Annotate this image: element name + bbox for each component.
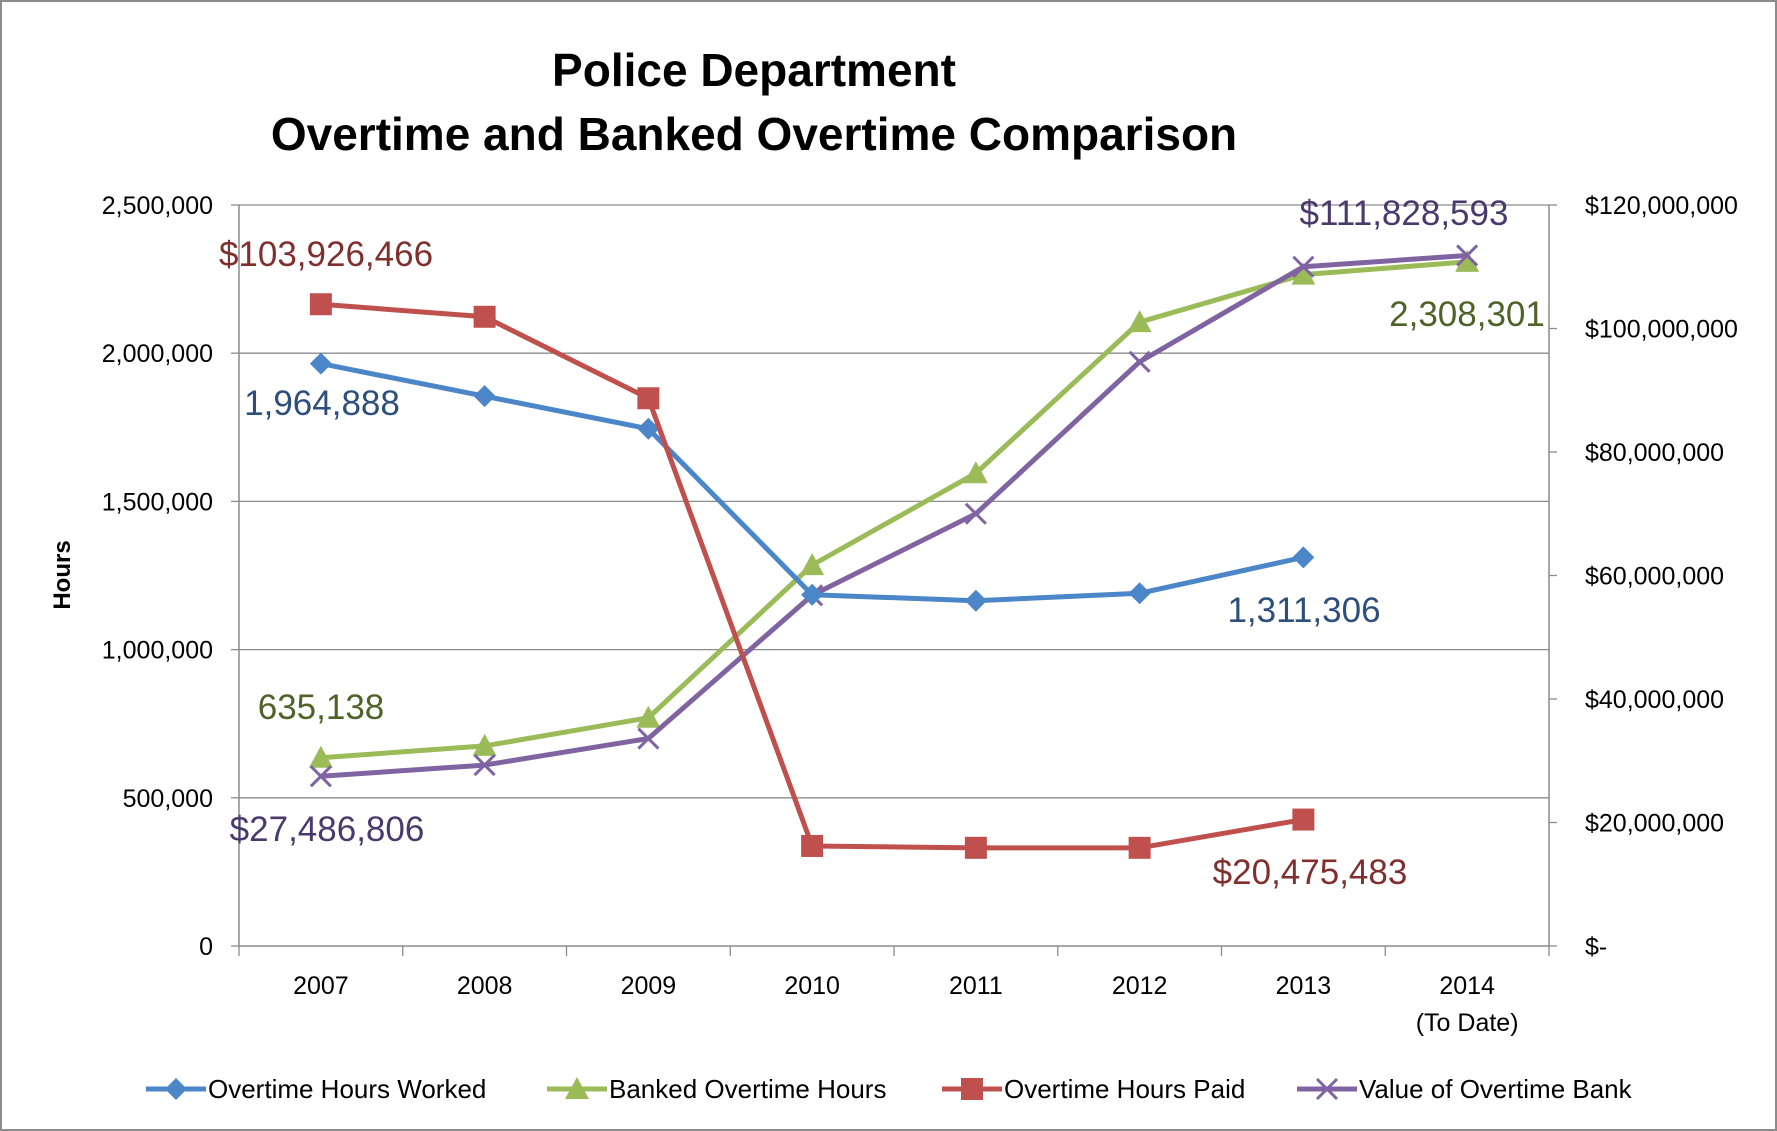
y2-tick-label: $60,000,000 xyxy=(1585,563,1724,591)
data-point-banked-overtime-hours xyxy=(1455,249,1480,272)
data-point-value-of-overtime-bank xyxy=(1456,244,1479,267)
legend-item-banked-overtime-hours: Banked Overtime Hours xyxy=(547,1074,886,1104)
data-label: $111,828,593 xyxy=(1300,194,1509,233)
data-point-banked-overtime-hours xyxy=(800,553,825,576)
data-point-banked-overtime-hours xyxy=(636,705,661,728)
data-label: 1,964,888 xyxy=(244,384,400,423)
data-point-banked-overtime-hours xyxy=(472,733,497,756)
series-line-banked-overtime-hours xyxy=(320,259,1468,761)
legend-label: Banked Overtime Hours xyxy=(609,1074,886,1104)
data-point-banked-overtime-hours xyxy=(308,745,333,768)
y2-tick-label: $20,000,000 xyxy=(1585,810,1724,838)
data-point-overtime-hours-paid xyxy=(309,293,332,316)
axes: 0 500,000 1,000,000 1,500,000 2,000,000 2,500… xyxy=(49,192,1738,1037)
chart-title: Police Department Overtime and Banked Ove… xyxy=(271,44,1237,160)
legend-swatch-marker xyxy=(961,1078,983,1100)
data-point-overtime-hours-paid xyxy=(1292,808,1315,831)
data-point-overtime-hours-worked xyxy=(1128,582,1151,605)
data-point-banked-overtime-hours xyxy=(1291,262,1316,285)
y2-tick-label: $100,000,000 xyxy=(1585,316,1738,344)
y-tick-label: 2,000,000 xyxy=(102,340,213,368)
x-tick-label: 2009 xyxy=(621,972,677,1000)
series-line-value-of-overtime-bank xyxy=(320,252,1468,779)
data-point-overtime-hours-paid xyxy=(637,387,660,410)
data-point-value-of-overtime-bank xyxy=(637,727,660,750)
data-point-overtime-hours-worked xyxy=(1292,546,1315,569)
data-label: $103,926,466 xyxy=(219,235,433,274)
legend-label: Overtime Hours Worked xyxy=(208,1074,486,1104)
data-point-overtime-hours-worked xyxy=(964,589,987,612)
legend-swatch-marker xyxy=(1315,1077,1339,1101)
y-axis-title: Hours xyxy=(49,540,76,609)
x-tick-label: 2010 xyxy=(784,972,840,1000)
data-label: 635,138 xyxy=(258,688,385,727)
data-point-value-of-overtime-bank xyxy=(1128,350,1151,373)
data-point-value-of-overtime-bank xyxy=(473,754,496,777)
data-point-overtime-hours-paid xyxy=(1128,836,1151,859)
data-point-overtime-hours-paid xyxy=(964,836,987,859)
chart-title-line: Overtime and Banked Overtime Comparison xyxy=(271,108,1237,160)
y2-tick-label: $- xyxy=(1585,933,1607,961)
legend-label: Overtime Hours Paid xyxy=(1004,1074,1245,1104)
series-lines xyxy=(308,244,1480,859)
data-point-value-of-overtime-bank xyxy=(964,502,987,525)
y2-tick-label: $80,000,000 xyxy=(1585,439,1724,467)
x-tick-label: 2011 xyxy=(949,972,1003,1000)
data-label: $20,475,483 xyxy=(1213,853,1408,892)
y-tick-label: 500,000 xyxy=(123,785,213,813)
data-point-overtime-hours-worked xyxy=(637,417,660,440)
x-tick-label: 2014 xyxy=(1439,972,1495,1000)
y-tick-label: 1,500,000 xyxy=(102,488,213,516)
y2-tick-label: $120,000,000 xyxy=(1585,192,1738,220)
legend-item-overtime-hours-worked: Overtime Hours Worked xyxy=(146,1074,486,1104)
data-label: 2,308,301 xyxy=(1389,295,1545,334)
data-labels: 1,964,888 1,311,306 635,138 2,308,301 $103,9… xyxy=(219,194,1545,892)
x-tick-label: 2008 xyxy=(457,972,513,1000)
legend-item-overtime-hours-paid: Overtime Hours Paid xyxy=(942,1074,1245,1104)
data-point-overtime-hours-worked xyxy=(309,352,332,375)
data-label: $27,486,806 xyxy=(230,810,425,849)
legend-label: Value of Overtime Bank xyxy=(1359,1074,1633,1104)
y-tick-label: 1,000,000 xyxy=(102,637,213,665)
data-point-banked-overtime-hours xyxy=(963,461,988,484)
legend: Overtime Hours Worked Banked Overtime Hou… xyxy=(146,1074,1633,1104)
chart-title-line: Police Department xyxy=(552,44,956,96)
data-point-overtime-hours-paid xyxy=(801,834,824,857)
legend-swatch-marker xyxy=(565,1077,589,1099)
x-tick-label: 2013 xyxy=(1276,972,1332,1000)
data-point-value-of-overtime-bank xyxy=(309,765,332,788)
data-point-value-of-overtime-bank xyxy=(1292,255,1315,278)
x-tick-label: 2012 xyxy=(1112,972,1168,1000)
y2-tick-label: $40,000,000 xyxy=(1585,686,1724,714)
data-point-banked-overtime-hours xyxy=(1127,310,1152,333)
x-tick-label: 2007 xyxy=(293,972,349,1000)
data-point-overtime-hours-worked xyxy=(801,583,824,606)
gridlines xyxy=(239,204,1549,799)
legend-swatch-marker xyxy=(165,1078,187,1100)
y-tick-label: 0 xyxy=(199,933,213,961)
data-label: 1,311,306 xyxy=(1227,591,1380,630)
data-point-overtime-hours-paid xyxy=(473,305,496,328)
legend-item-value-of-overtime-bank: Value of Overtime Bank xyxy=(1297,1074,1633,1104)
data-point-overtime-hours-worked xyxy=(473,385,496,408)
x-tick-label: (To Date) xyxy=(1416,1009,1519,1037)
y-tick-label: 2,500,000 xyxy=(102,192,213,220)
